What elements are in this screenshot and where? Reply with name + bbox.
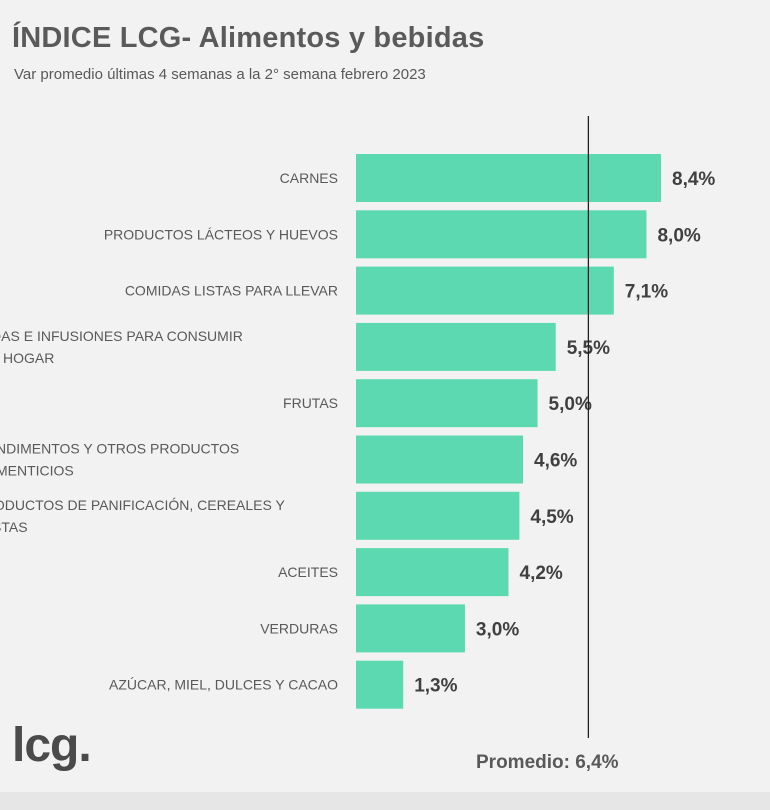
chart-title: ÍNDICE LCG- Alimentos y bebidas (12, 22, 485, 54)
value-label: 4,5% (530, 507, 573, 528)
value-label: 7,1% (625, 282, 668, 303)
category-label: VERDURAS (260, 620, 338, 636)
category-label: BEBIDAS E INFUSIONES PARA CONSUMIREN EL … (0, 328, 243, 366)
bar (356, 604, 465, 653)
value-label: 4,6% (534, 451, 577, 472)
category-label: COMIDAS LISTAS PARA LLEVAR (125, 283, 338, 299)
category-label: PRODUCTOS DE PANIFICACIÓN, CEREALES YPAS… (0, 497, 285, 535)
bar (356, 210, 647, 259)
category-label: PRODUCTOS LÁCTEOS Y HUEVOS (104, 226, 338, 242)
bar (356, 660, 404, 709)
category-label: FRUTAS (283, 395, 338, 411)
bar (356, 548, 509, 597)
bar (356, 379, 538, 428)
category-label: CONDIMENTOS Y OTROS PRODUCTOSALIMENTICIO… (0, 441, 239, 479)
lcg-logo: lcg. (12, 719, 92, 772)
bar (356, 322, 556, 371)
bar (356, 435, 524, 484)
chart-subtitle: Var promedio últimas 4 semanas a la 2° s… (14, 66, 426, 83)
value-label: 8,4% (672, 169, 715, 190)
value-label: 8,0% (657, 225, 700, 246)
average-label: Promedio: 6,4% (476, 752, 619, 773)
bar (356, 266, 614, 315)
value-label: 4,2% (520, 563, 563, 584)
value-label: 1,3% (414, 676, 457, 697)
category-label: AZÚCAR, MIEL, DULCES Y CACAO (109, 677, 338, 693)
category-label: ACEITES (278, 564, 338, 580)
category-label: CARNES (280, 170, 338, 186)
bar (356, 491, 520, 540)
bar (356, 154, 661, 202)
footer-strip (0, 792, 770, 810)
value-label: 5,0% (549, 394, 592, 415)
value-label: 3,0% (476, 619, 519, 640)
